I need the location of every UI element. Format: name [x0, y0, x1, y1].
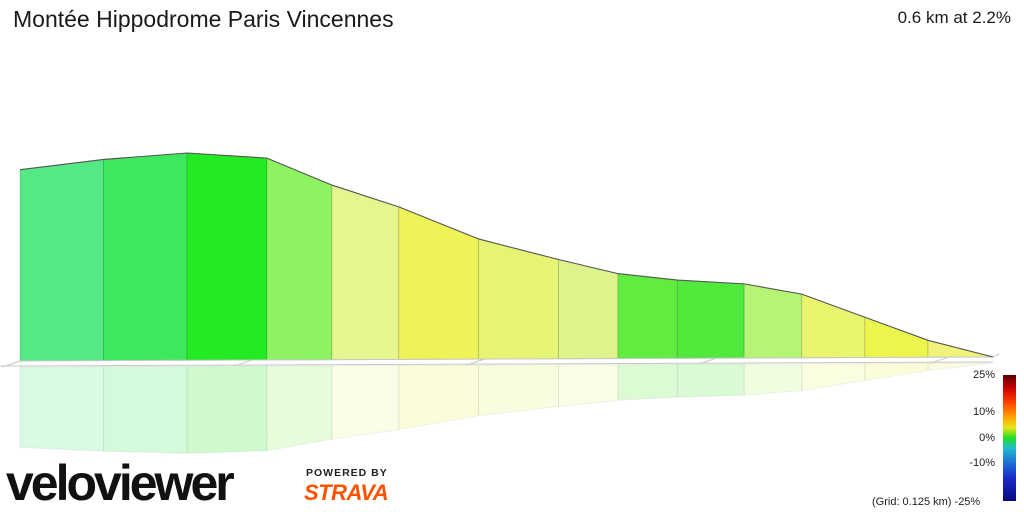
grid-note-text: (Grid: 0.125 km) — [872, 496, 952, 508]
climb-title: Montée Hippodrome Paris Vincennes — [13, 6, 394, 32]
reflection-segment — [617, 363, 678, 401]
grid-line — [1, 360, 21, 368]
reflection-segment — [186, 365, 268, 454]
profile-segment — [801, 293, 866, 359]
reflection-segment — [331, 364, 400, 440]
veloviewer-logo-text: veloviewer — [6, 455, 234, 511]
grid-line — [698, 357, 717, 365]
profile-segment — [743, 283, 803, 359]
strava-logo: STRAVA — [304, 480, 389, 505]
reflection-segment — [266, 365, 333, 452]
reflection-segment — [676, 363, 745, 398]
reflection-segment — [19, 366, 105, 452]
grid-line — [466, 358, 485, 366]
profile-segment — [558, 258, 619, 360]
profile-segment — [478, 238, 559, 360]
profile-reflection — [19, 362, 994, 454]
profile-segment — [266, 157, 333, 361]
reflection-segment — [927, 362, 994, 371]
profile-segments — [19, 152, 994, 362]
reflection-segment — [103, 365, 188, 454]
grid-line — [930, 356, 949, 364]
scale-label-25: 25% — [972, 369, 995, 381]
reflection-segment — [398, 364, 480, 431]
veloviewer-logo: veloviewer — [6, 455, 237, 511]
grid-line — [19, 356, 994, 362]
grid-line — [992, 353, 1000, 358]
scale-label-minus-25: -25% — [954, 496, 981, 508]
grid-line — [233, 359, 253, 367]
reflection-segment — [478, 364, 559, 417]
scale-label-0: 0% — [979, 432, 995, 444]
profile-segment — [186, 152, 268, 361]
profile-segment — [103, 152, 188, 362]
gradient-color-scale — [1003, 375, 1016, 501]
profile-segment — [19, 158, 104, 362]
powered-by-label: POWERED BY — [306, 467, 388, 479]
climb-stats: 0.6 km at 2.2% — [897, 8, 1011, 27]
reflection-segment — [743, 363, 803, 396]
grid-note: (Grid: 0.125 km) -25% — [872, 496, 980, 508]
grid-line — [0, 361, 994, 367]
profile-segment — [676, 279, 745, 359]
profile-outline — [19, 152, 994, 358]
reflection-segment — [864, 362, 929, 382]
profile-segment — [331, 184, 400, 361]
reflection-segment — [557, 364, 619, 408]
grid-lines — [0, 353, 1000, 368]
scale-label-10: 10% — [972, 406, 995, 418]
profile-segment — [398, 206, 480, 360]
scale-label-minus-10: -10% — [969, 457, 995, 469]
reflection-segment — [801, 363, 866, 392]
profile-segment — [617, 273, 678, 359]
